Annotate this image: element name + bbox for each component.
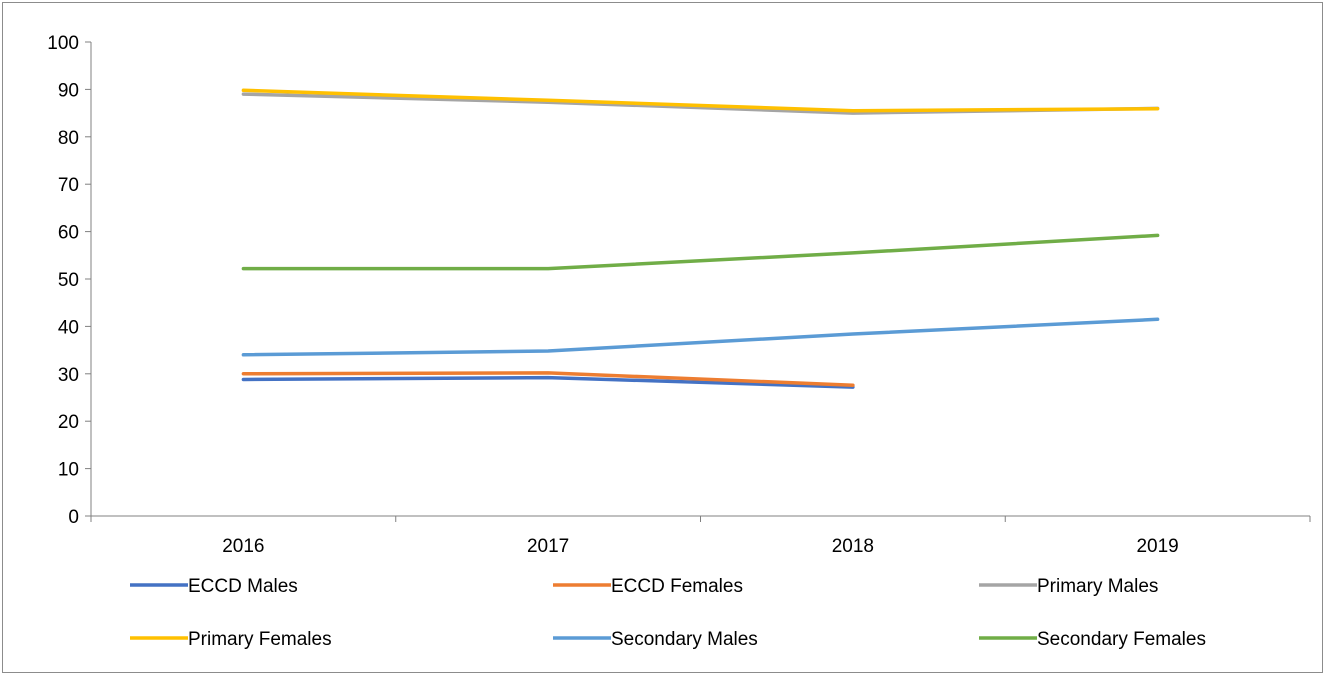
series-line-secondary-males (241, 317, 1160, 357)
x-tick-label: 2019 (1136, 536, 1178, 557)
legend-item-primary-males: Primary Males (979, 576, 1158, 597)
legend-item-secondary-males: Secondary Males (553, 629, 758, 650)
y-tick-label: 10 (58, 460, 79, 481)
legend-label: Secondary Females (1037, 629, 1206, 650)
y-tick-label: 70 (58, 175, 79, 196)
y-tick-label: 0 (68, 507, 79, 528)
y-tick-label: 100 (47, 33, 79, 54)
y-tick-label: 20 (58, 412, 79, 433)
legend-item-eccd-males: ECCD Males (130, 576, 298, 597)
legend-item-primary-females: Primary Females (130, 629, 332, 650)
series-line-primary-females (241, 88, 1160, 113)
y-tick-label: 60 (58, 223, 79, 244)
y-tick-label: 50 (58, 270, 79, 291)
x-tick-label: 2017 (527, 536, 569, 557)
y-tick-label: 30 (58, 365, 79, 386)
series-line-secondary-females (241, 233, 1160, 271)
x-tick-label: 2018 (832, 536, 874, 557)
y-tick-label: 80 (58, 128, 79, 149)
legend-label: Primary Females (188, 629, 332, 650)
y-tick-label: 40 (58, 317, 79, 338)
series-lines (241, 88, 1160, 389)
legend: ECCD Males ECCD Females Primary Males Prima… (130, 576, 1206, 650)
legend-label: Primary Males (1037, 576, 1158, 597)
y-tick-label: 90 (58, 80, 79, 101)
series-line-eccd-females (241, 371, 855, 387)
x-axis: 2016 2017 2018 2019 (90, 515, 1311, 557)
legend-item-secondary-females: Secondary Females (979, 629, 1206, 650)
series-line-eccd-males (241, 375, 855, 389)
legend-label: ECCD Males (188, 576, 298, 597)
legend-item-eccd-females: ECCD Females (553, 576, 743, 597)
legend-label: ECCD Females (611, 576, 743, 597)
x-tick-label: 2016 (222, 536, 264, 557)
y-axis: 0 10 20 30 40 50 60 70 80 90 100 (47, 33, 92, 528)
legend-label: Secondary Males (611, 629, 758, 650)
